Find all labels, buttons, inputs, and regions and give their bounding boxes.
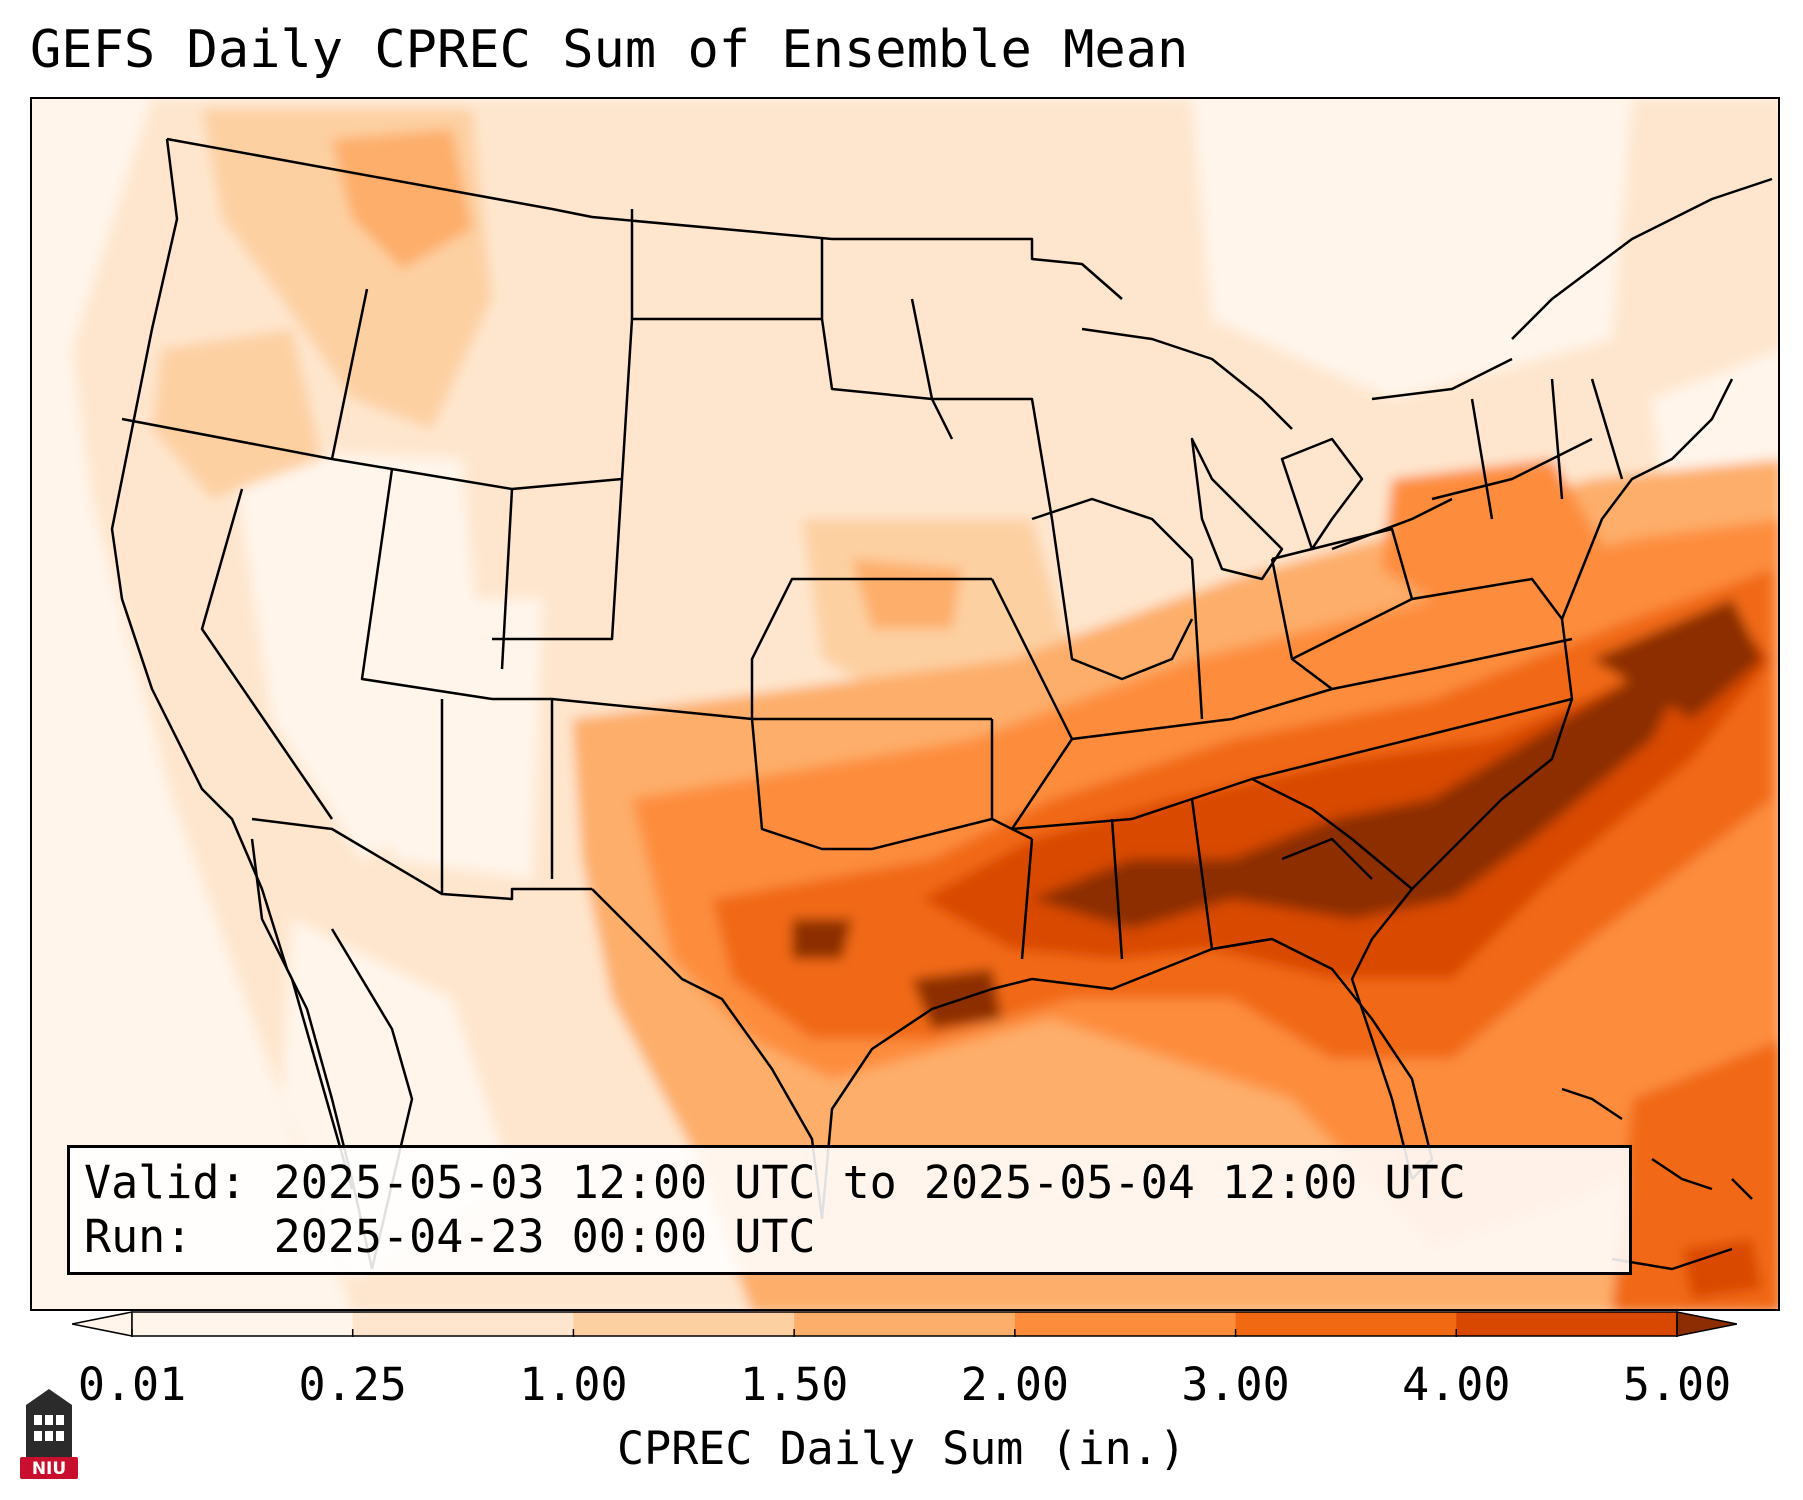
colorbar bbox=[72, 1311, 1737, 1337]
colorbar-label: CPREC Daily Sum (in.) bbox=[617, 1422, 1186, 1475]
colorbar-tick-label: 3.00 bbox=[1181, 1358, 1290, 1411]
caribbean-islands bbox=[1561, 1087, 1753, 1271]
colorbar-segment bbox=[352, 1312, 574, 1336]
colorbar-extend-max bbox=[1676, 1311, 1737, 1337]
colorbar-segment bbox=[1235, 1312, 1457, 1336]
colorbar-tick-label: 5.00 bbox=[1622, 1358, 1732, 1411]
colorbar-tick-label: 4.00 bbox=[1402, 1358, 1511, 1411]
valid-label: Valid: bbox=[84, 1156, 247, 1209]
info-box: Valid: 2025-05-03 12:00 UTC to 2025-05-0… bbox=[67, 1145, 1632, 1275]
precipitation-map bbox=[30, 97, 1780, 1311]
map-title: GEFS Daily CPREC Sum of Ensemble Mean bbox=[30, 20, 1189, 80]
colorbar-tick-label: 2.00 bbox=[960, 1358, 1070, 1411]
valid-value: 2025-05-03 12:00 UTC to 2025-05-04 12:00… bbox=[273, 1156, 1466, 1209]
map-canvas bbox=[32, 99, 1778, 1309]
colorbar-segment bbox=[794, 1312, 1016, 1336]
run-label: Run: bbox=[84, 1210, 193, 1263]
niu-logo: NIU bbox=[20, 1389, 78, 1479]
colorbar-tick-label: 1.50 bbox=[739, 1358, 849, 1411]
colorbar-segment bbox=[573, 1312, 795, 1336]
colorbar-segment bbox=[1014, 1312, 1237, 1336]
colorbar-outline bbox=[131, 1311, 1678, 1337]
boundary-lines bbox=[110, 137, 1773, 1270]
colorbar-tick-label: 0.25 bbox=[298, 1358, 407, 1411]
colorbar-segment bbox=[132, 1312, 354, 1336]
colorbar-segment bbox=[1456, 1312, 1678, 1336]
logo-text: NIU bbox=[32, 1459, 66, 1479]
colorbar-extend-min bbox=[72, 1311, 133, 1337]
run-value: 2025-04-23 00:00 UTC bbox=[273, 1210, 816, 1263]
colorbar-tick-label: 0.01 bbox=[77, 1358, 187, 1411]
colorbar-tick-label: 1.00 bbox=[519, 1358, 628, 1411]
precip-field bbox=[72, 99, 1778, 1309]
